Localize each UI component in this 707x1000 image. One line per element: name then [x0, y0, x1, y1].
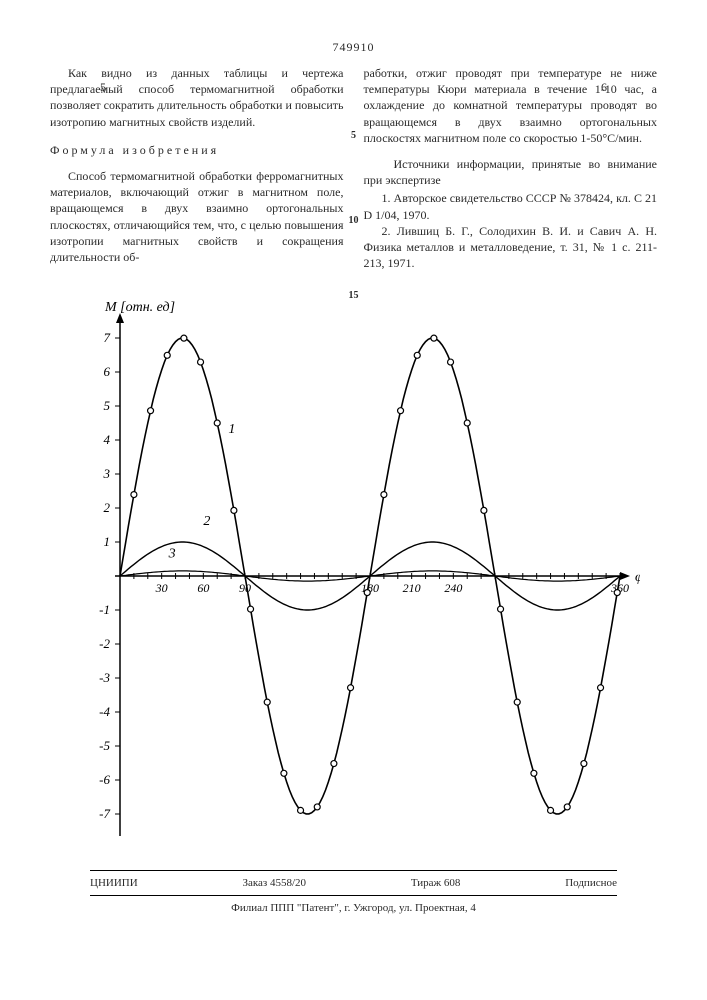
svg-text:7: 7 [104, 330, 111, 345]
svg-text:3: 3 [168, 547, 176, 562]
footer: ЦНИИПИ Заказ 4558/20 Тираж 608 Подписное… [50, 870, 657, 914]
svg-text:М [отн. ед]: М [отн. ед] [104, 300, 175, 315]
footer-org: ЦНИИПИ [90, 877, 138, 889]
svg-text:240: 240 [444, 581, 462, 595]
chart: М [отн. ед]-7-6-5-4-3-2-1123456730609018… [50, 291, 657, 855]
svg-text:2: 2 [104, 500, 111, 515]
left-column: Как видно из данных таблицы и чертежа пр… [50, 65, 344, 271]
footer-sub: Подписное [565, 877, 617, 889]
svg-text:60: 60 [197, 581, 209, 595]
svg-text:-3: -3 [99, 670, 110, 685]
svg-text:3: 3 [103, 466, 111, 481]
sources-heading: Источники информации, принятые во вниман… [364, 156, 658, 188]
formula-heading: Формула изобретения [50, 142, 344, 158]
svg-text:-6: -6 [99, 772, 110, 787]
svg-text:1: 1 [228, 422, 235, 437]
svg-text:-7: -7 [99, 806, 110, 821]
paragraph: работки, отжиг проводят при температуре … [364, 65, 658, 146]
paragraph: Как видно из данных таблицы и чертежа пр… [50, 65, 344, 130]
svg-text:-4: -4 [99, 704, 110, 719]
svg-text:90: 90 [239, 581, 251, 595]
right-column: работки, отжиг проводят при температуре … [364, 65, 658, 271]
svg-text:φ°: φ° [635, 570, 640, 585]
svg-text:5: 5 [104, 398, 111, 413]
svg-text:-2: -2 [99, 636, 110, 651]
svg-text:210: 210 [403, 581, 421, 595]
svg-text:-1: -1 [99, 602, 110, 617]
document-number: 749910 [50, 40, 657, 55]
source-item: 1. Авторское свидетельство СССР № 378424… [364, 190, 658, 222]
svg-text:2: 2 [203, 514, 210, 529]
paragraph: Способ термомагнитной обработки ферромаг… [50, 168, 344, 265]
footer-tirage: Тираж 608 [411, 877, 461, 889]
svg-text:-5: -5 [99, 738, 110, 753]
svg-text:30: 30 [155, 581, 168, 595]
source-item: 2. Лившиц Б. Г., Солодихин В. И. и Савич… [364, 223, 658, 272]
line-marker: 15 [349, 290, 359, 301]
line-marker: 10 [349, 215, 359, 226]
footer-branch: Филиал ППП "Патент", г. Ужгород, ул. Про… [50, 902, 657, 914]
svg-text:4: 4 [104, 432, 111, 447]
svg-text:6: 6 [104, 364, 111, 379]
svg-text:1: 1 [104, 534, 111, 549]
footer-order: Заказ 4558/20 [242, 877, 306, 889]
line-marker: 5 [351, 130, 356, 141]
